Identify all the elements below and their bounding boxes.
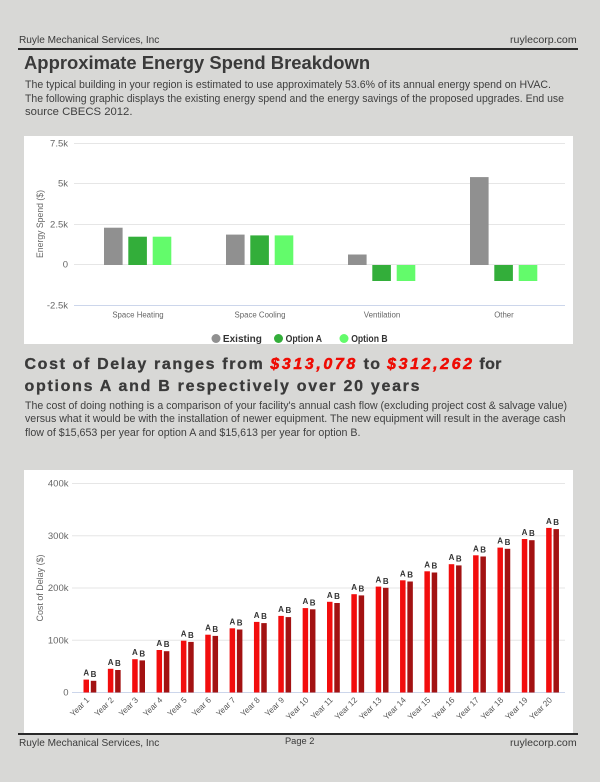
svg-text:B: B <box>164 640 170 649</box>
svg-text:A: A <box>449 553 455 562</box>
svg-text:Year 1: Year 1 <box>68 695 91 718</box>
svg-text:B: B <box>212 625 218 634</box>
svg-text:Year 2: Year 2 <box>93 695 116 718</box>
svg-text:A: A <box>229 617 235 626</box>
svg-text:A: A <box>522 528 528 537</box>
svg-text:A: A <box>83 669 89 678</box>
svg-text:A: A <box>473 544 479 553</box>
svg-text:A: A <box>205 624 211 633</box>
svg-text:B: B <box>188 631 194 640</box>
svg-text:A: A <box>400 569 406 578</box>
svg-text:Year 6: Year 6 <box>190 695 213 718</box>
svg-text:Year 17: Year 17 <box>455 695 481 721</box>
svg-text:B: B <box>432 562 438 571</box>
svg-text:A: A <box>424 560 430 569</box>
svg-text:A: A <box>132 648 138 657</box>
svg-text:Option B: Option B <box>351 333 388 344</box>
svg-text:Year 11: Year 11 <box>309 695 335 721</box>
svg-text:Year 9: Year 9 <box>263 695 286 718</box>
svg-text:Ventilation: Ventilation <box>364 311 401 320</box>
svg-text:Year 12: Year 12 <box>333 695 359 721</box>
svg-text:B: B <box>480 546 486 555</box>
svg-text:A: A <box>108 658 114 667</box>
svg-text:A: A <box>351 583 357 592</box>
svg-text:B: B <box>261 612 267 621</box>
svg-text:Energy Spend ($): Energy Spend ($) <box>35 190 46 258</box>
svg-text:400k: 400k <box>48 479 69 490</box>
svg-text:Year 14: Year 14 <box>382 695 408 721</box>
svg-text:Existing: Existing <box>223 333 262 344</box>
svg-text:A: A <box>254 611 260 620</box>
svg-text:Year 16: Year 16 <box>430 695 456 721</box>
svg-text:B: B <box>115 659 121 668</box>
svg-text:Year 8: Year 8 <box>239 695 262 718</box>
svg-text:Year 13: Year 13 <box>357 695 383 721</box>
svg-text:B: B <box>310 598 316 607</box>
svg-text:5k: 5k <box>58 179 68 190</box>
svg-text:Year 4: Year 4 <box>141 695 164 718</box>
svg-text:B: B <box>91 670 97 679</box>
svg-text:0: 0 <box>63 260 68 271</box>
svg-text:Cost of Delay ($): Cost of Delay ($) <box>35 555 46 622</box>
svg-text:B: B <box>237 619 243 628</box>
svg-text:B: B <box>139 649 145 658</box>
svg-text:7.5k: 7.5k <box>50 139 68 150</box>
svg-text:A: A <box>303 597 309 606</box>
svg-text:Year 19: Year 19 <box>503 695 529 721</box>
svg-text:Other: Other <box>494 311 514 320</box>
svg-text:Year 3: Year 3 <box>117 695 140 718</box>
svg-text:B: B <box>285 606 291 615</box>
svg-text:300k: 300k <box>48 531 69 542</box>
svg-text:Space Cooling: Space Cooling <box>235 311 286 320</box>
svg-text:Year 20: Year 20 <box>528 695 554 721</box>
svg-text:A: A <box>497 537 503 546</box>
svg-text:A: A <box>546 517 552 526</box>
svg-text:Space Heating: Space Heating <box>112 311 163 320</box>
svg-text:B: B <box>359 584 365 593</box>
svg-text:A: A <box>376 576 382 585</box>
svg-text:Year 7: Year 7 <box>215 695 238 718</box>
svg-text:A: A <box>181 630 187 639</box>
svg-text:2.5k: 2.5k <box>50 220 68 231</box>
svg-text:Year 5: Year 5 <box>166 695 189 718</box>
svg-text:B: B <box>407 571 413 580</box>
svg-text:B: B <box>505 538 511 547</box>
svg-text:Year 15: Year 15 <box>406 695 432 721</box>
svg-text:-2.5k: -2.5k <box>47 301 68 312</box>
svg-text:Year 18: Year 18 <box>479 695 505 721</box>
svg-text:B: B <box>529 529 535 538</box>
svg-text:B: B <box>334 592 340 601</box>
svg-text:200k: 200k <box>48 583 69 594</box>
svg-text:Option A: Option A <box>286 333 323 344</box>
svg-text:A: A <box>156 639 162 648</box>
svg-text:B: B <box>553 518 559 527</box>
svg-text:A: A <box>327 591 333 600</box>
svg-text:B: B <box>456 554 462 563</box>
svg-text:B: B <box>383 577 389 586</box>
svg-text:100k: 100k <box>48 635 69 646</box>
svg-text:Year 10: Year 10 <box>284 695 310 721</box>
svg-text:0: 0 <box>63 688 68 699</box>
svg-text:A: A <box>278 605 284 614</box>
